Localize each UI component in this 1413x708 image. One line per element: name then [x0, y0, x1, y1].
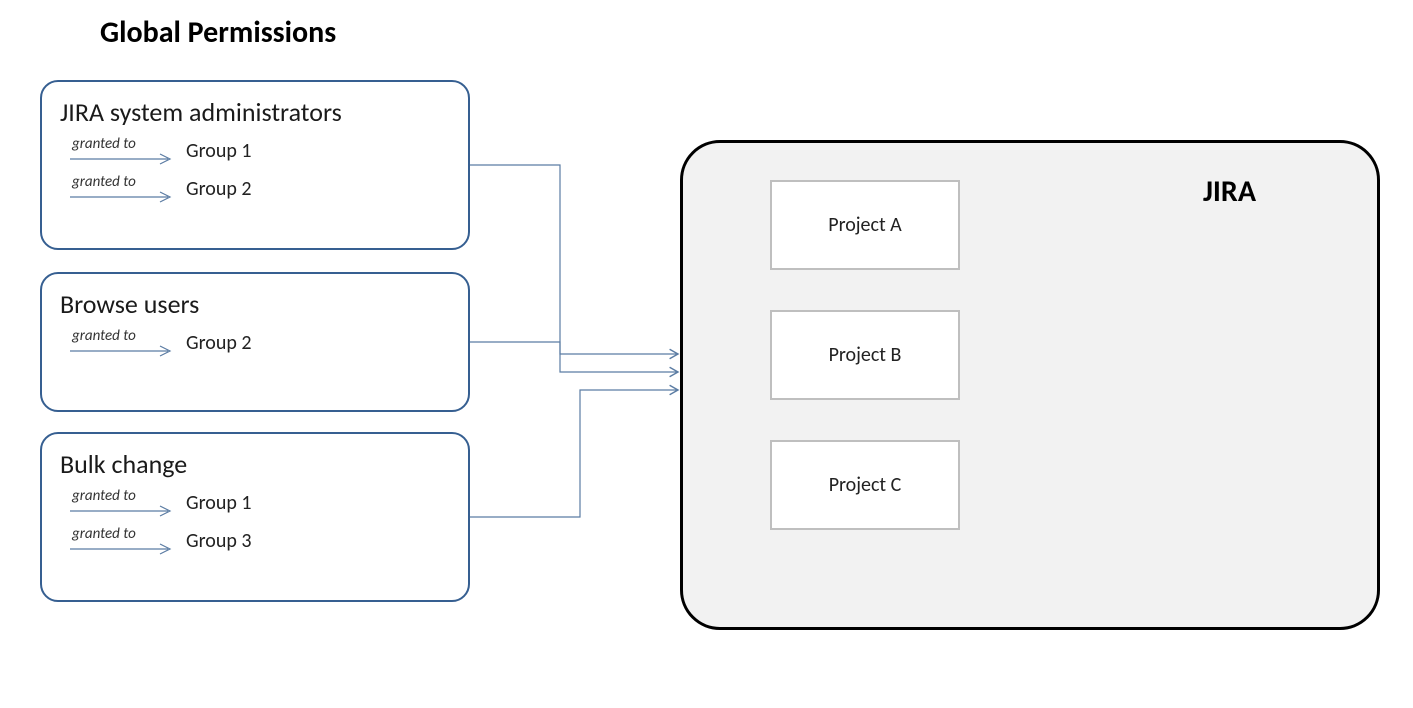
- granted-to-label: granted to: [72, 327, 136, 345]
- granted-to-label: granted to: [72, 173, 136, 191]
- permission-title: Bulk change: [60, 448, 450, 480]
- project-box-b: Project B: [770, 310, 960, 400]
- granted-to-label: granted to: [72, 487, 136, 505]
- diagram-canvas: Global Permissions JIRA system administr…: [0, 0, 1413, 708]
- group-label: Group 3: [186, 529, 252, 553]
- grant-row: granted to Group 2: [68, 172, 450, 206]
- group-label: Group 1: [186, 491, 252, 515]
- project-box-c: Project C: [770, 440, 960, 530]
- permission-title: Browse users: [60, 288, 450, 320]
- grant-row: granted to Group 3: [68, 524, 450, 558]
- permission-box-browse: Browse users granted to Group 2: [40, 272, 470, 412]
- connector-path: [470, 165, 678, 354]
- granted-to-label: granted to: [72, 525, 136, 543]
- group-label: Group 1: [186, 139, 252, 163]
- granted-to-arrow: granted to: [68, 329, 178, 357]
- granted-to-arrow: granted to: [68, 527, 178, 555]
- connector-path: [470, 342, 678, 372]
- granted-to-arrow: granted to: [68, 175, 178, 203]
- jira-label: JIRA: [1203, 173, 1256, 210]
- granted-to-arrow: granted to: [68, 137, 178, 165]
- group-label: Group 2: [186, 331, 252, 355]
- permission-box-bulk: Bulk change granted to Group 1 granted t…: [40, 432, 470, 602]
- grant-row: granted to Group 2: [68, 326, 450, 360]
- page-title: Global Permissions: [100, 14, 336, 51]
- grant-row: granted to Group 1: [68, 134, 450, 168]
- permission-title: JIRA system administrators: [60, 96, 450, 128]
- project-box-a: Project A: [770, 180, 960, 270]
- connector-path: [470, 390, 678, 517]
- granted-to-label: granted to: [72, 135, 136, 153]
- permission-box-sysadmin: JIRA system administrators granted to Gr…: [40, 80, 470, 250]
- group-label: Group 2: [186, 177, 252, 201]
- grant-row: granted to Group 1: [68, 486, 450, 520]
- granted-to-arrow: granted to: [68, 489, 178, 517]
